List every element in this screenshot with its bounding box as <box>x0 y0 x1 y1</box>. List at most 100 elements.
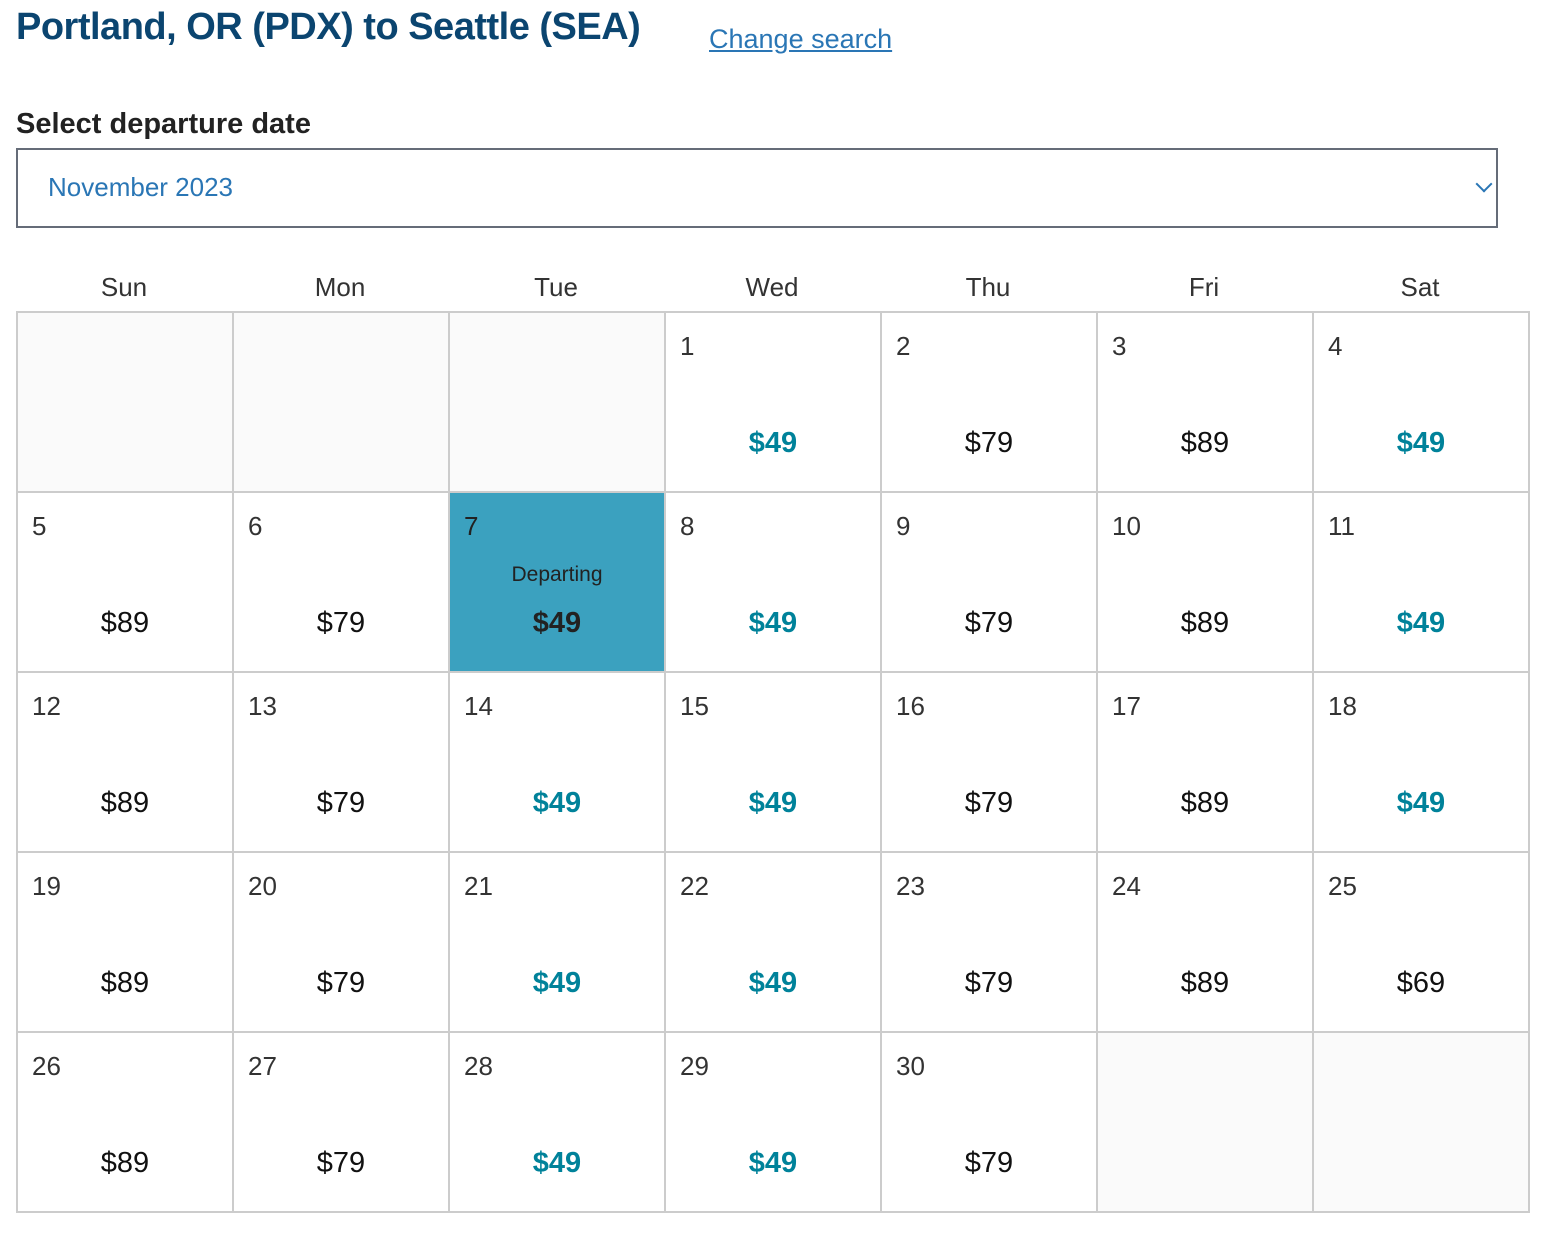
page-title: Portland, OR (PDX) to Seattle (SEA) <box>16 6 641 48</box>
day-cell-20[interactable]: 20 $79 <box>234 853 450 1033</box>
day-number: 4 <box>1328 331 1343 361</box>
day-cell-26[interactable]: 26 $89 <box>18 1033 234 1213</box>
departing-label: Departing <box>511 563 603 586</box>
day-cell-27[interactable]: 27 $79 <box>234 1033 450 1213</box>
fare-price: $89 <box>100 967 150 999</box>
day-number: 7 <box>464 511 479 541</box>
day-cell-11[interactable]: 11 $49 <box>1314 493 1530 673</box>
empty-cell <box>18 313 234 493</box>
day-cell-17[interactable]: 17 $89 <box>1098 673 1314 853</box>
day-number: 22 <box>680 871 709 901</box>
fare-price: $69 <box>1396 967 1446 999</box>
fare-price: $79 <box>964 967 1014 999</box>
month-select-value: November 2023 <box>48 172 233 202</box>
fare-price: $89 <box>100 607 150 639</box>
empty-cell <box>450 313 666 493</box>
chevron-down-icon <box>1475 175 1493 193</box>
fare-price: $79 <box>316 607 366 639</box>
day-cell-1[interactable]: 1 $49 <box>666 313 882 493</box>
calendar-grid: 1 $49 2 $79 3 $89 4 $49 5 $89 6 $79 7 Departing $49 8 $4… <box>16 311 1530 1213</box>
fare-price: $79 <box>964 787 1014 819</box>
day-number: 26 <box>32 1051 61 1081</box>
day-cell-21[interactable]: 21 $49 <box>450 853 666 1033</box>
weekday-tue: Tue <box>534 272 578 302</box>
day-cell-29[interactable]: 29 $49 <box>666 1033 882 1213</box>
fare-price: $89 <box>1180 967 1230 999</box>
day-cell-25[interactable]: 25 $69 <box>1314 853 1530 1033</box>
day-number: 10 <box>1112 511 1141 541</box>
day-number: 23 <box>896 871 925 901</box>
day-cell-13[interactable]: 13 $79 <box>234 673 450 853</box>
day-number: 16 <box>896 691 925 721</box>
change-search-link[interactable]: Change search <box>709 24 893 54</box>
fare-price: $49 <box>1396 787 1446 819</box>
day-number: 14 <box>464 691 493 721</box>
fare-price: $49 <box>532 967 582 999</box>
day-number: 9 <box>896 511 911 541</box>
fare-price: $89 <box>1180 787 1230 819</box>
weekday-sun: Sun <box>100 272 148 302</box>
weekday-fri: Fri <box>1188 272 1220 302</box>
day-number: 29 <box>680 1051 709 1081</box>
weekday-mon: Mon <box>314 272 366 302</box>
day-number: 20 <box>248 871 277 901</box>
day-cell-8[interactable]: 8 $49 <box>666 493 882 673</box>
day-number: 2 <box>896 331 911 361</box>
day-number: 19 <box>32 871 61 901</box>
fare-price: $49 <box>748 427 798 459</box>
day-cell-7[interactable]: 7 Departing $49 <box>450 493 666 673</box>
fare-price: $49 <box>1396 607 1446 639</box>
day-number: 15 <box>680 691 709 721</box>
fare-price: $49 <box>748 787 798 819</box>
fare-price: $49 <box>748 967 798 999</box>
day-cell-5[interactable]: 5 $89 <box>18 493 234 673</box>
day-cell-3[interactable]: 3 $89 <box>1098 313 1314 493</box>
day-cell-15[interactable]: 15 $49 <box>666 673 882 853</box>
day-number: 30 <box>896 1051 925 1081</box>
day-number: 27 <box>248 1051 277 1081</box>
day-cell-9[interactable]: 9 $79 <box>882 493 1098 673</box>
fare-price: $49 <box>748 1147 798 1179</box>
day-cell-18[interactable]: 18 $49 <box>1314 673 1530 853</box>
day-cell-6[interactable]: 6 $79 <box>234 493 450 673</box>
fare-price: $49 <box>532 1147 582 1179</box>
day-number: 24 <box>1112 871 1141 901</box>
day-number: 17 <box>1112 691 1141 721</box>
fare-price: $79 <box>964 427 1014 459</box>
empty-cell <box>1314 1033 1530 1213</box>
fare-price: $79 <box>316 1147 366 1179</box>
day-number: 28 <box>464 1051 493 1081</box>
departure-date-label: Select departure date <box>16 108 311 140</box>
day-cell-30[interactable]: 30 $79 <box>882 1033 1098 1213</box>
day-number: 18 <box>1328 691 1357 721</box>
day-cell-22[interactable]: 22 $49 <box>666 853 882 1033</box>
day-cell-4[interactable]: 4 $49 <box>1314 313 1530 493</box>
day-cell-14[interactable]: 14 $49 <box>450 673 666 853</box>
fare-price: $79 <box>964 607 1014 639</box>
fare-price: $79 <box>316 967 366 999</box>
fare-price: $49 <box>532 787 582 819</box>
day-number: 13 <box>248 691 277 721</box>
fare-price: $89 <box>100 1147 150 1179</box>
fare-price: $89 <box>100 787 150 819</box>
day-number: 12 <box>32 691 61 721</box>
empty-cell <box>234 313 450 493</box>
day-number: 5 <box>32 511 47 541</box>
day-cell-16[interactable]: 16 $79 <box>882 673 1098 853</box>
day-number: 11 <box>1328 511 1355 541</box>
fare-price: $79 <box>316 787 366 819</box>
day-number: 21 <box>464 871 493 901</box>
day-cell-2[interactable]: 2 $79 <box>882 313 1098 493</box>
day-cell-10[interactable]: 10 $89 <box>1098 493 1314 673</box>
day-cell-28[interactable]: 28 $49 <box>450 1033 666 1213</box>
day-cell-23[interactable]: 23 $79 <box>882 853 1098 1033</box>
empty-cell <box>1098 1033 1314 1213</box>
fare-price: $49 <box>1396 427 1446 459</box>
day-cell-19[interactable]: 19 $89 <box>18 853 234 1033</box>
day-cell-12[interactable]: 12 $89 <box>18 673 234 853</box>
day-number: 8 <box>680 511 695 541</box>
fare-price: $49 <box>532 607 582 639</box>
month-select[interactable]: November 2023 <box>16 148 1498 228</box>
day-number: 6 <box>248 511 263 541</box>
day-cell-24[interactable]: 24 $89 <box>1098 853 1314 1033</box>
